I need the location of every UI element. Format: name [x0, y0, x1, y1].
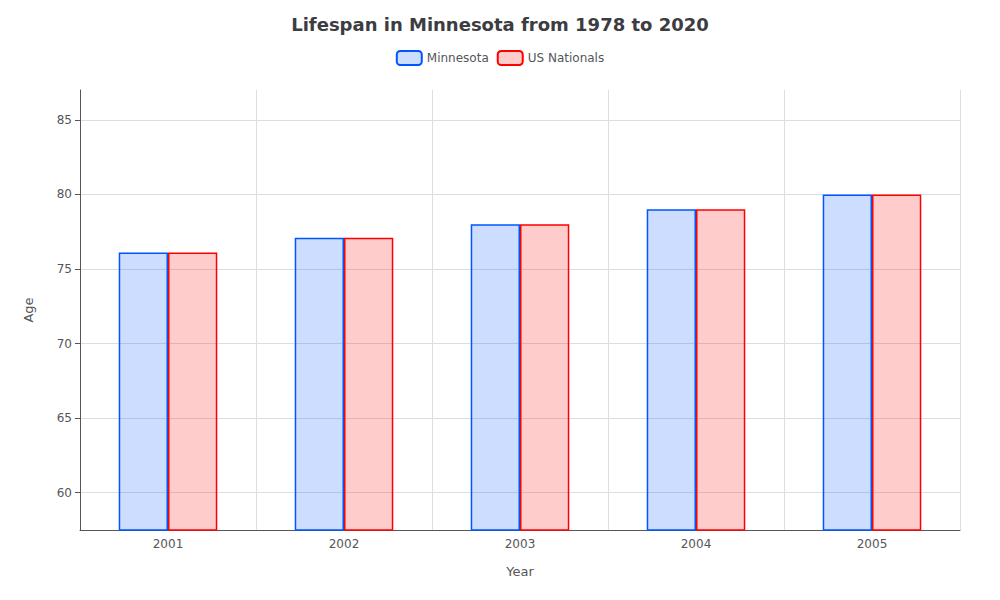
svg-text:75: 75 — [57, 262, 72, 276]
svg-text:70: 70 — [57, 337, 72, 351]
svg-text:60: 60 — [57, 486, 72, 500]
svg-text:2004: 2004 — [681, 537, 712, 551]
svg-text:Age: Age — [21, 297, 36, 322]
svg-text:85: 85 — [57, 113, 72, 127]
svg-text:80: 80 — [57, 187, 72, 201]
svg-text:Lifespan in Minnesota from 197: Lifespan in Minnesota from 1978 to 2020 — [291, 14, 709, 35]
svg-text:2002: 2002 — [329, 537, 360, 551]
svg-text:2001: 2001 — [153, 537, 184, 551]
svg-text:2005: 2005 — [857, 537, 888, 551]
svg-text:65: 65 — [57, 411, 72, 425]
svg-text:Minnesota: Minnesota — [427, 51, 489, 65]
svg-text:2003: 2003 — [505, 537, 536, 551]
svg-text:US Nationals: US Nationals — [528, 51, 604, 65]
svg-text:Year: Year — [505, 564, 534, 579]
